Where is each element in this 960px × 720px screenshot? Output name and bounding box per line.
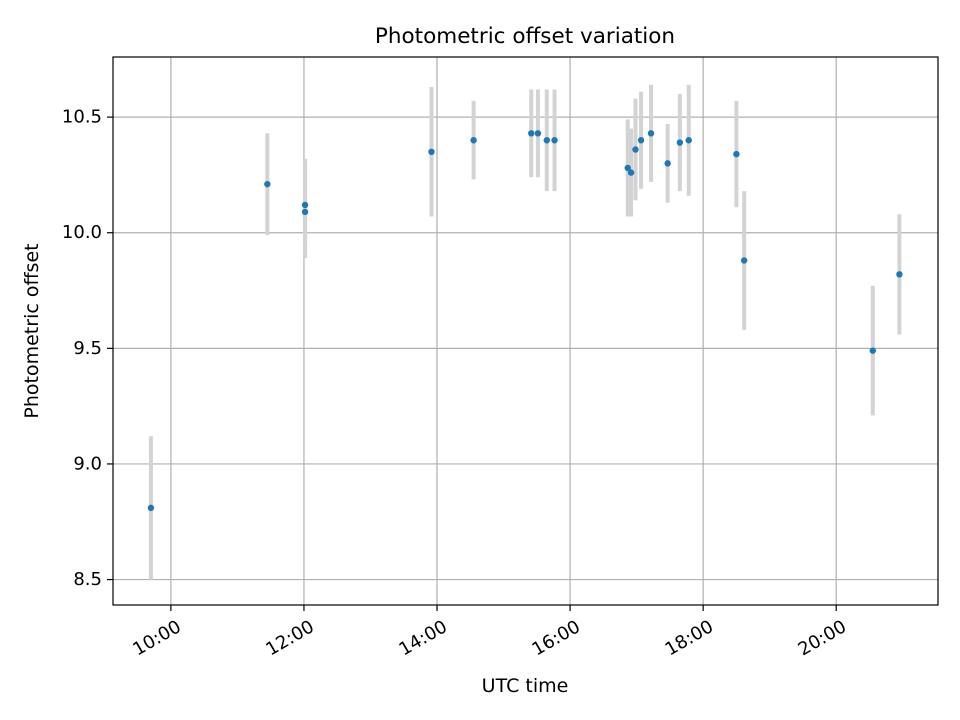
data-point xyxy=(264,180,271,188)
data-point xyxy=(551,137,558,144)
data-point xyxy=(624,164,631,172)
grid-lines xyxy=(113,57,938,605)
data-point xyxy=(528,130,535,137)
plot-area-frame xyxy=(112,56,939,606)
data-point xyxy=(632,146,639,153)
data-point xyxy=(740,257,748,264)
data-point xyxy=(664,160,671,167)
data-point xyxy=(647,130,655,137)
y-tick-label: 9.0 xyxy=(73,453,102,474)
y-axis-label: Photometric offset xyxy=(21,243,43,418)
data-point xyxy=(534,130,542,137)
data-point xyxy=(543,137,550,144)
x-axis-label: UTC time xyxy=(482,675,569,697)
y-tick-label: 10.5 xyxy=(62,107,102,128)
data-point xyxy=(685,137,692,144)
data-point xyxy=(147,504,155,512)
chart-title: Photometric offset variation xyxy=(375,24,675,49)
y-tick-label: 8.5 xyxy=(73,569,102,590)
data-point xyxy=(627,169,635,176)
data-point xyxy=(676,139,684,146)
data-point xyxy=(301,208,309,216)
data-point xyxy=(301,201,309,209)
data-point xyxy=(733,150,740,158)
data-point xyxy=(637,137,645,144)
data-point xyxy=(428,148,435,156)
data-point xyxy=(869,347,876,354)
data-points xyxy=(147,130,903,512)
y-tick-label: 10.0 xyxy=(62,222,102,243)
data-point xyxy=(896,271,903,278)
y-tick-label: 9.5 xyxy=(73,338,102,359)
data-point xyxy=(470,137,477,144)
